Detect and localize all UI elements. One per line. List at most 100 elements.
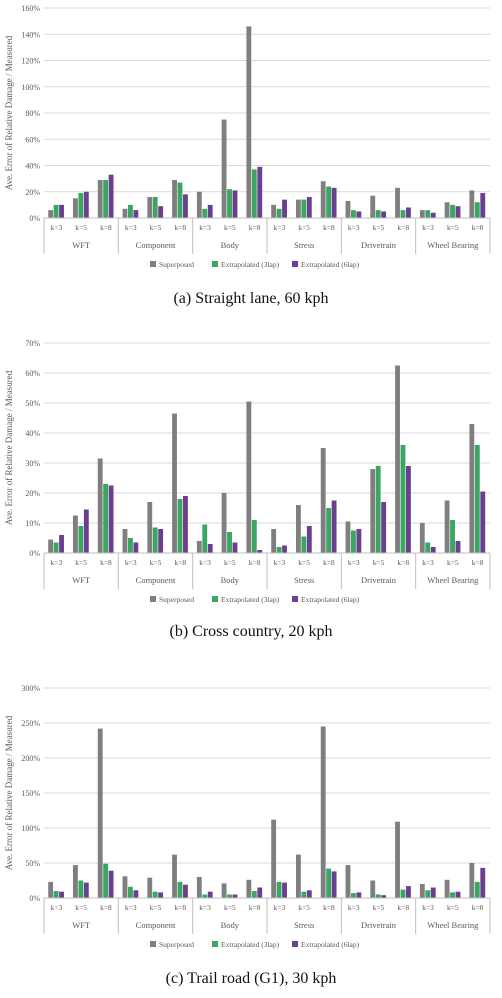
x-subcategory-label: k=3: [422, 223, 434, 232]
bar: [381, 502, 387, 553]
bar: [232, 894, 238, 898]
x-subcategory-label: k=8: [249, 903, 261, 912]
bar: [53, 204, 59, 219]
x-subcategory-label: k=8: [174, 223, 186, 232]
x-subcategory-label: k=3: [51, 223, 63, 232]
bar: [356, 529, 362, 553]
bar: [183, 884, 188, 898]
caption-c: (c) Trail road (G1), 30 kph: [165, 970, 337, 987]
x-subcategory-label: k=3: [199, 223, 211, 232]
bar: [232, 542, 238, 553]
bar: [147, 197, 153, 218]
bar: [83, 191, 89, 218]
bar: [419, 210, 425, 219]
bar: [320, 448, 326, 553]
bar: [122, 876, 128, 898]
bar: [345, 521, 351, 553]
x-group-label: Wheel Bearing: [427, 240, 479, 250]
x-subcategory-label: k=8: [397, 903, 409, 912]
bar: [72, 865, 78, 898]
x-subcategory-label: k=5: [224, 223, 236, 232]
y-tick-label: 60%: [25, 135, 40, 144]
bar: [172, 413, 177, 553]
bar: [147, 877, 153, 898]
bar: [147, 502, 153, 553]
bar: [97, 458, 103, 553]
bar: [221, 493, 227, 553]
bar: [480, 491, 486, 553]
bar: [469, 424, 475, 553]
bar: [331, 187, 337, 218]
x-subcategory-label: k=5: [447, 558, 459, 567]
bar: [177, 881, 183, 898]
legend-label: Superposed: [159, 260, 194, 269]
bar: [450, 520, 455, 553]
bar: [78, 193, 84, 218]
bar: [356, 892, 362, 898]
x-group-label: WFT: [72, 575, 91, 585]
bar: [59, 535, 64, 553]
bar: [326, 186, 332, 218]
bar: [450, 204, 455, 219]
bar: [301, 891, 307, 898]
bar: [152, 891, 158, 898]
x-subcategory-label: k=3: [348, 903, 360, 912]
bar: [152, 197, 158, 218]
bar: [351, 210, 356, 219]
chart-panel-a: 0% 20% 40% 60% 80% 100% 120% 140% 160% Ave. Error…: [0, 0, 502, 320]
bar: [295, 199, 301, 219]
bar: [172, 179, 177, 218]
bar: [221, 119, 227, 218]
bar: [122, 529, 128, 553]
x-subcategory-label: k=3: [125, 558, 137, 567]
bar: [419, 884, 425, 898]
bar: [395, 187, 400, 218]
x-subcategory-label: k=8: [323, 223, 335, 232]
bar: [326, 868, 332, 898]
bar: [395, 365, 400, 553]
bar: [83, 882, 89, 898]
bar: [450, 892, 455, 898]
bar: [207, 891, 213, 898]
bar: [326, 508, 332, 553]
legend-label: Extrapolated (3lap): [221, 595, 280, 604]
bar: [48, 539, 54, 553]
y-tick-label: 40%: [25, 429, 40, 438]
x-subcategory-label: k=8: [249, 223, 261, 232]
bar: [202, 208, 208, 218]
bar: [419, 523, 425, 553]
bar: [282, 199, 287, 219]
x-subcategory-label: k=8: [472, 223, 484, 232]
bar: [320, 181, 326, 218]
x-group-label: Body: [221, 575, 240, 585]
x-group-label: Drivetrain: [361, 575, 397, 585]
bar: [196, 877, 202, 898]
bar: [53, 542, 59, 553]
bar: [455, 891, 461, 898]
x-subcategory-label: k=3: [199, 903, 211, 912]
bar: [257, 550, 263, 553]
bar: [128, 538, 133, 553]
bar: [425, 890, 431, 898]
legend-label: Extrapolated (3lap): [221, 260, 280, 269]
bar: [232, 190, 238, 218]
x-subcategory-label: k=5: [447, 903, 459, 912]
bar: [97, 728, 103, 898]
bar: [331, 871, 337, 898]
legend-label: Extrapolated (3lap): [221, 940, 280, 949]
bar: [306, 890, 312, 898]
bar: [108, 485, 114, 553]
bar: [406, 466, 411, 553]
bar: [257, 887, 263, 898]
bar: [455, 541, 461, 553]
bar: [251, 169, 257, 218]
bar: [196, 191, 202, 218]
legend-label: Superposed: [159, 940, 194, 949]
y-tick-label: 60%: [25, 369, 40, 378]
bar: [430, 887, 436, 898]
x-subcategory-label: k=5: [373, 558, 385, 567]
bar: [331, 500, 337, 553]
x-subcategory-label: k=3: [274, 903, 286, 912]
chart-a-plot: 0% 20% 40% 60% 80% 100% 120% 140% 160% Ave. Error…: [4, 4, 491, 269]
x-subcategory-label: k=8: [100, 903, 112, 912]
